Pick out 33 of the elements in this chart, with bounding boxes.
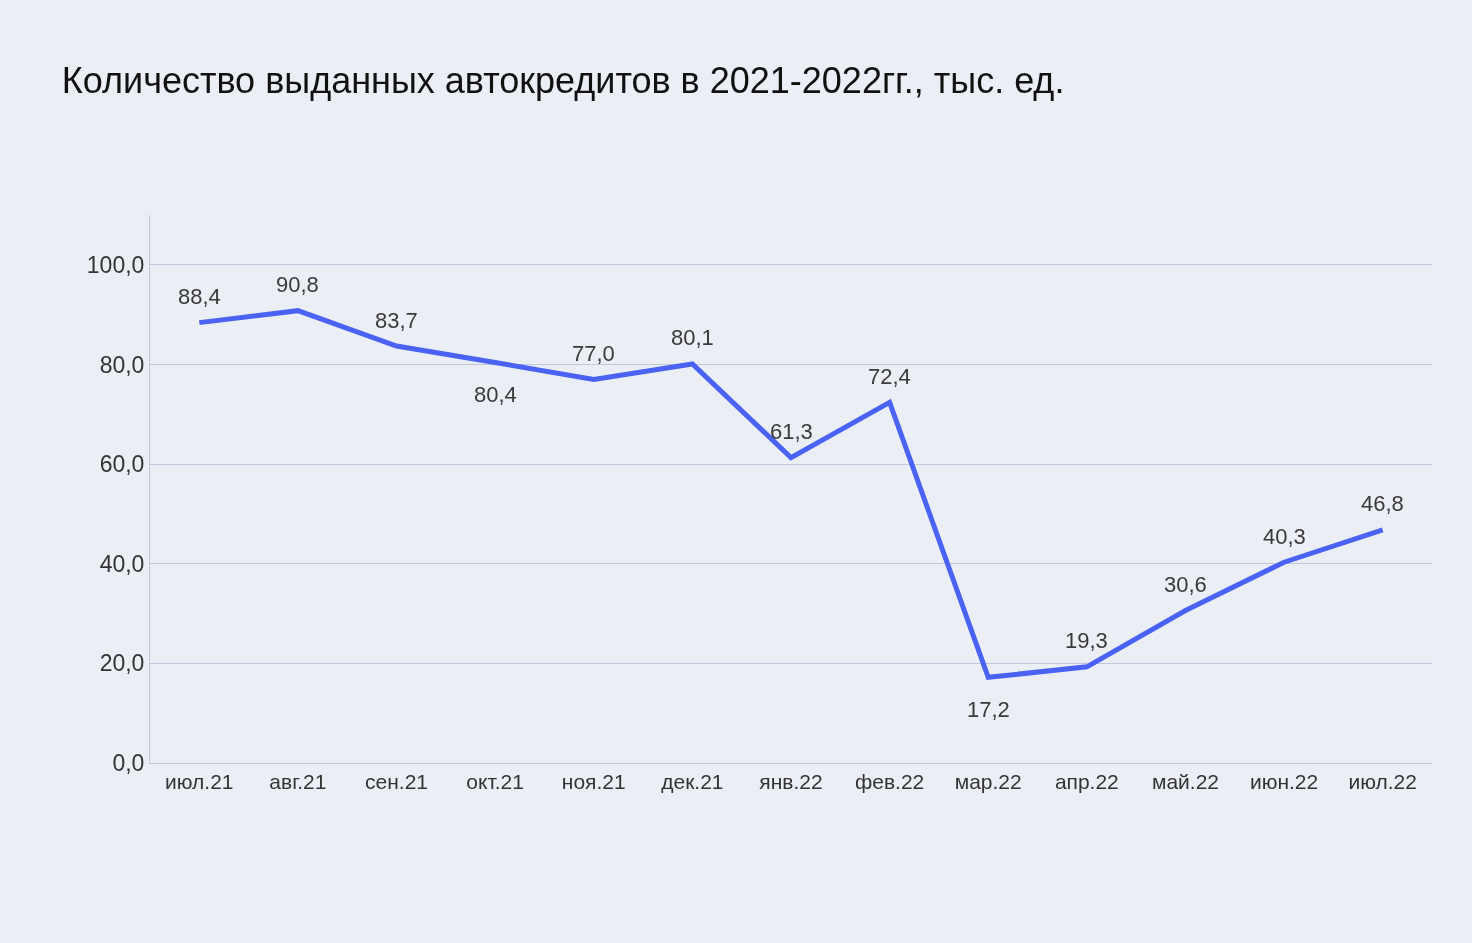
data-label: 40,3 — [1263, 524, 1306, 549]
data-label: 83,7 — [375, 308, 418, 333]
x-tick-label: сен.21 — [365, 770, 429, 794]
data-label: 30,6 — [1164, 572, 1207, 597]
data-label: 90,8 — [276, 272, 319, 297]
data-label: 46,8 — [1361, 491, 1404, 516]
x-tick-label: окт.21 — [466, 770, 524, 794]
data-label: 80,1 — [671, 325, 714, 350]
x-tick-label: май.22 — [1151, 770, 1219, 794]
x-tick-label: авг.21 — [269, 770, 327, 794]
x-tick-label: янв.22 — [759, 770, 823, 794]
data-label: 19,3 — [1065, 628, 1108, 653]
x-tick-label: июл.22 — [1348, 770, 1417, 794]
data-label: 80,4 — [474, 382, 517, 407]
x-tick-label: ноя.21 — [561, 770, 626, 794]
y-tick-label: 80,0 — [99, 351, 145, 378]
y-tick-label: 0,0 — [112, 750, 145, 777]
y-tick-label: 60,0 — [99, 451, 145, 478]
data-label: 17,2 — [967, 697, 1010, 722]
y-tick-label: 20,0 — [99, 650, 145, 677]
x-tick-label: июн.22 — [1249, 770, 1319, 794]
y-tick-label: 100,0 — [86, 251, 145, 278]
data-label: 72,4 — [868, 364, 911, 389]
x-tick-label: дек.21 — [661, 770, 724, 794]
data-label: 61,3 — [770, 419, 813, 444]
x-tick-label: фев.22 — [854, 770, 925, 794]
x-tick-label: июл.21 — [165, 770, 234, 794]
data-label: 77,0 — [572, 341, 615, 366]
data-label: 88,4 — [178, 284, 221, 309]
x-tick-label: апр.22 — [1054, 770, 1119, 794]
y-tick-label: 40,0 — [99, 550, 145, 577]
chart-title: Количество выданных автокредитов в 2021-2022гг., тыс. ед. — [61, 59, 1065, 101]
x-tick-label: мар.22 — [954, 770, 1022, 794]
